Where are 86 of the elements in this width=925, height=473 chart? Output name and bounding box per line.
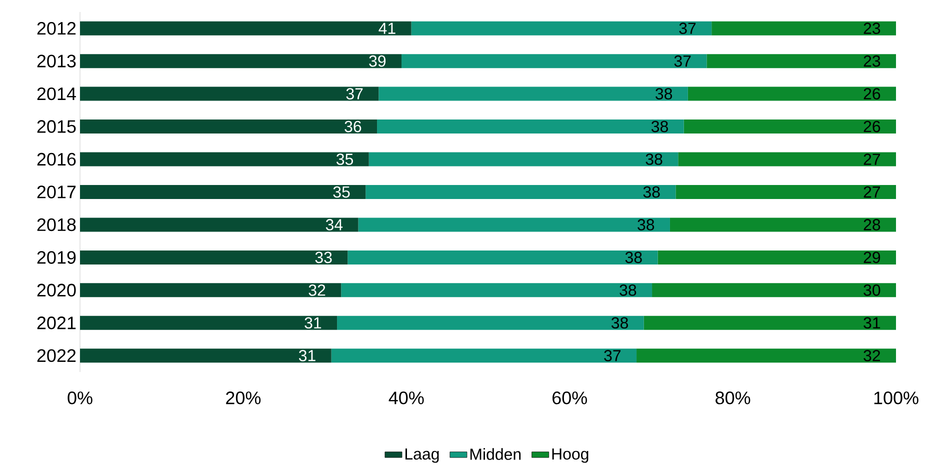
x-tick-label: 0% [68, 392, 92, 404]
data-label: 34 [326, 219, 343, 230]
bar [678, 152, 896, 166]
bar [80, 54, 402, 68]
y-tick-label: 2019 [37, 251, 76, 264]
bar [80, 316, 338, 330]
y-tick-label: 2015 [37, 120, 76, 133]
legend-label: Hoog [552, 448, 588, 463]
data-label: 33 [315, 252, 332, 264]
bar [652, 283, 896, 298]
bar [676, 184, 896, 199]
bar [80, 250, 348, 264]
x-tick-label: 100% [874, 392, 918, 404]
y-tick-label: 2016 [37, 152, 76, 166]
data-label: 38 [646, 154, 662, 165]
bar [80, 120, 378, 134]
data-label: 37 [604, 350, 621, 362]
bar [411, 21, 712, 36]
y-tick-label: 2017 [37, 186, 76, 198]
bar [341, 283, 652, 298]
data-label: 31 [864, 317, 880, 329]
x-tick-label: 20% [226, 392, 261, 404]
data-label: 29 [864, 252, 880, 264]
bar [636, 348, 896, 363]
data-label: 36 [344, 120, 362, 132]
bar [378, 86, 688, 101]
bar [358, 218, 670, 232]
data-label: 37 [346, 88, 363, 100]
x-tick-label: 60% [552, 392, 587, 404]
data-label: 35 [336, 154, 354, 165]
bar [402, 54, 707, 68]
data-label: 38 [638, 219, 654, 230]
y-tick-label: 2022 [37, 349, 76, 362]
data-label: 26 [864, 88, 880, 100]
data-label: 37 [674, 55, 691, 67]
bar [366, 184, 676, 199]
data-label: 38 [656, 88, 672, 100]
data-label: 26 [864, 120, 880, 132]
data-label: 35 [333, 186, 350, 198]
bar [80, 283, 342, 298]
y-tick-label: 2013 [37, 54, 76, 68]
bar [670, 218, 896, 232]
bar [377, 120, 684, 134]
y-tick-label: 2021 [37, 316, 76, 330]
bar [688, 86, 896, 101]
bar [348, 250, 658, 264]
data-label: 38 [625, 252, 642, 264]
y-tick-label: 2014 [37, 87, 76, 100]
x-tick-label: 80% [716, 392, 750, 404]
legend-label: Midden [470, 448, 521, 460]
bar [331, 348, 637, 363]
bar [368, 152, 678, 166]
data-label: 28 [864, 219, 880, 230]
bar [80, 152, 369, 166]
legend-label: Laag [405, 448, 439, 463]
bar [80, 86, 379, 101]
bar [684, 120, 896, 134]
data-label: 38 [611, 317, 628, 329]
data-label: 41 [378, 22, 396, 34]
bar [706, 54, 896, 68]
y-tick-label: 2018 [37, 218, 76, 232]
data-label: 38 [651, 120, 668, 132]
data-label: 27 [864, 154, 880, 165]
y-tick-label: 2012 [37, 22, 76, 35]
bar [337, 316, 644, 330]
bar [80, 218, 358, 232]
bar [644, 316, 896, 330]
data-label: 31 [304, 317, 322, 329]
bar [712, 21, 896, 36]
data-label: 30 [864, 284, 880, 296]
data-label: 23 [864, 22, 880, 34]
y-tick-label: 2020 [37, 284, 76, 297]
data-label: 37 [679, 22, 696, 34]
data-label: 39 [369, 55, 386, 67]
data-label: 23 [864, 55, 880, 67]
bar [80, 348, 332, 363]
data-label: 27 [864, 186, 880, 198]
data-label: 32 [864, 350, 880, 362]
bar [80, 184, 366, 199]
data-label: 31 [298, 350, 316, 362]
data-label: 32 [308, 284, 326, 296]
x-tick-label: 40% [388, 392, 424, 404]
data-label: 38 [620, 284, 636, 296]
bar [658, 250, 896, 264]
data-label: 38 [643, 186, 660, 198]
bar [80, 21, 412, 36]
